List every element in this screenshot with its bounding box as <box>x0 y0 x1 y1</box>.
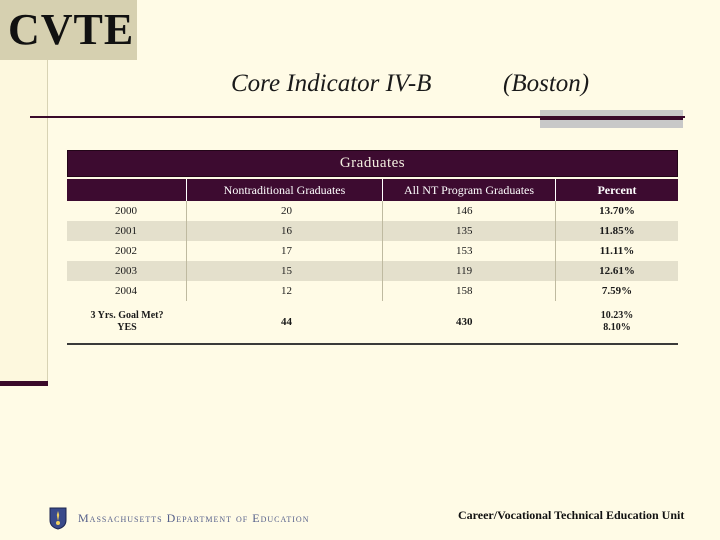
goal-label: 3 Yrs. Goal Met? YES <box>67 301 187 343</box>
cell-percent: 7.59% <box>601 285 633 297</box>
cell-all-nt: 119 <box>383 261 556 281</box>
department-logo-text: Massachusetts Department of Education <box>78 510 310 525</box>
goal-label-question: 3 Yrs. Goal Met? <box>90 310 164 321</box>
title-rule-accent-line <box>540 118 683 120</box>
cell-year: 2002 <box>67 241 187 261</box>
table-row: 2001 16 135 11.85% <box>67 221 678 241</box>
header-cell-percent: Percent <box>597 182 637 197</box>
cell-nontraditional: 15 <box>187 261 383 281</box>
cell-all-nt: 146 <box>383 201 556 221</box>
corner-label: CVTE <box>8 5 135 54</box>
header-cell-all-nt: All NT Program Graduates <box>383 179 556 201</box>
header-cell-nontraditional: Nontraditional Graduates <box>187 179 383 201</box>
cell-all-nt: 158 <box>383 281 556 301</box>
table-title: Graduates <box>67 150 678 177</box>
left-side-bar <box>0 60 48 383</box>
header-cell-year <box>67 179 187 201</box>
table-row: 2002 17 153 11.11% <box>67 241 678 261</box>
table-row: 2004 12 158 7.59% <box>67 281 678 301</box>
goal-nontraditional-total: 44 <box>281 316 292 328</box>
cell-percent: 11.11% <box>599 245 635 257</box>
table-row: 2003 15 119 12.61% <box>67 261 678 281</box>
table-header-row: Nontraditional Graduates All NT Program … <box>67 179 678 201</box>
department-logo: Massachusetts Department of Education <box>48 506 309 530</box>
cell-percent: 12.61% <box>599 265 635 277</box>
graduates-table: Graduates Nontraditional Graduates All N… <box>67 150 678 345</box>
massachusetts-seal-icon <box>49 507 67 530</box>
cell-year: 2004 <box>67 281 187 301</box>
table-row: 2000 20 146 13.70% <box>67 201 678 221</box>
slide-title: Core Indicator IV-B <box>231 70 432 97</box>
title-rule <box>30 116 685 118</box>
slide-title-location: (Boston) <box>503 70 590 97</box>
cell-percent: 11.85% <box>599 225 635 237</box>
goal-percent: 10.23% 8.10% <box>556 301 678 343</box>
cell-year: 2001 <box>67 221 187 241</box>
cell-all-nt: 135 <box>383 221 556 241</box>
cell-percent: 13.70% <box>599 205 635 217</box>
cell-year: 2000 <box>67 201 187 221</box>
cell-year: 2003 <box>67 261 187 281</box>
left-bar-divider <box>0 381 48 386</box>
goal-summary-row: 3 Yrs. Goal Met? YES 44 430 10.23% 8.10% <box>67 301 678 345</box>
cell-nontraditional: 12 <box>187 281 383 301</box>
goal-percent-target: 8.10% <box>603 322 631 333</box>
footer-unit-label: Career/Vocational Technical Education Un… <box>458 508 685 522</box>
cell-nontraditional: 17 <box>187 241 383 261</box>
cell-nontraditional: 20 <box>187 201 383 221</box>
cell-nontraditional: 16 <box>187 221 383 241</box>
goal-label-answer: YES <box>117 322 137 333</box>
goal-percent-actual: 10.23% <box>600 310 634 321</box>
corner-block: CVTE <box>0 0 137 60</box>
goal-all-nt-total: 430 <box>456 316 473 328</box>
cell-all-nt: 153 <box>383 241 556 261</box>
